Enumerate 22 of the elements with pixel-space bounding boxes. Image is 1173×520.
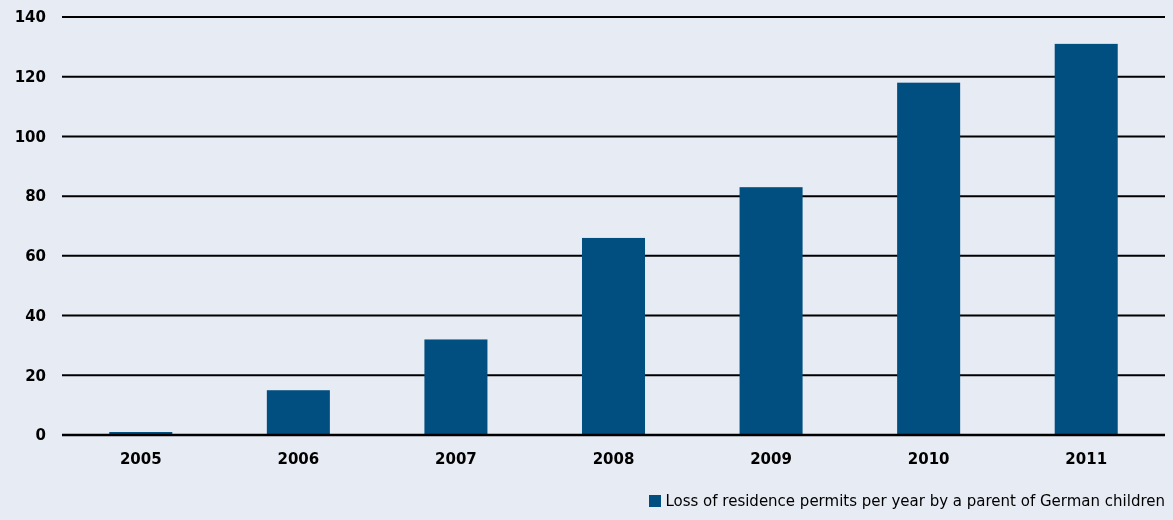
- bar: [897, 82, 961, 435]
- y-tick-label: 0: [35, 426, 46, 445]
- x-tick-label: 2008: [592, 450, 635, 468]
- bar: [266, 390, 330, 435]
- bar: [581, 237, 646, 435]
- y-tick-label: 100: [14, 127, 46, 146]
- bar: [424, 339, 488, 435]
- x-tick-label: 2006: [277, 450, 320, 468]
- x-tick-label: 2005: [119, 450, 162, 468]
- y-tick-label: 120: [14, 67, 46, 86]
- bar: [1054, 43, 1118, 435]
- legend-label: Loss of residence permits per year by a parent of German children: [665, 492, 1165, 510]
- x-tick-label: 2011: [1065, 450, 1108, 468]
- x-tick-label: 2010: [907, 450, 950, 468]
- y-tick-label: 40: [25, 306, 46, 325]
- y-tick-label: 20: [25, 366, 46, 385]
- y-tick-label: 140: [14, 8, 46, 27]
- y-tick-label: 80: [25, 187, 46, 206]
- y-tick-label: 60: [25, 247, 46, 266]
- x-tick-label: 2009: [750, 450, 792, 468]
- x-tick-label: 2007: [435, 450, 477, 468]
- bar: [739, 187, 803, 435]
